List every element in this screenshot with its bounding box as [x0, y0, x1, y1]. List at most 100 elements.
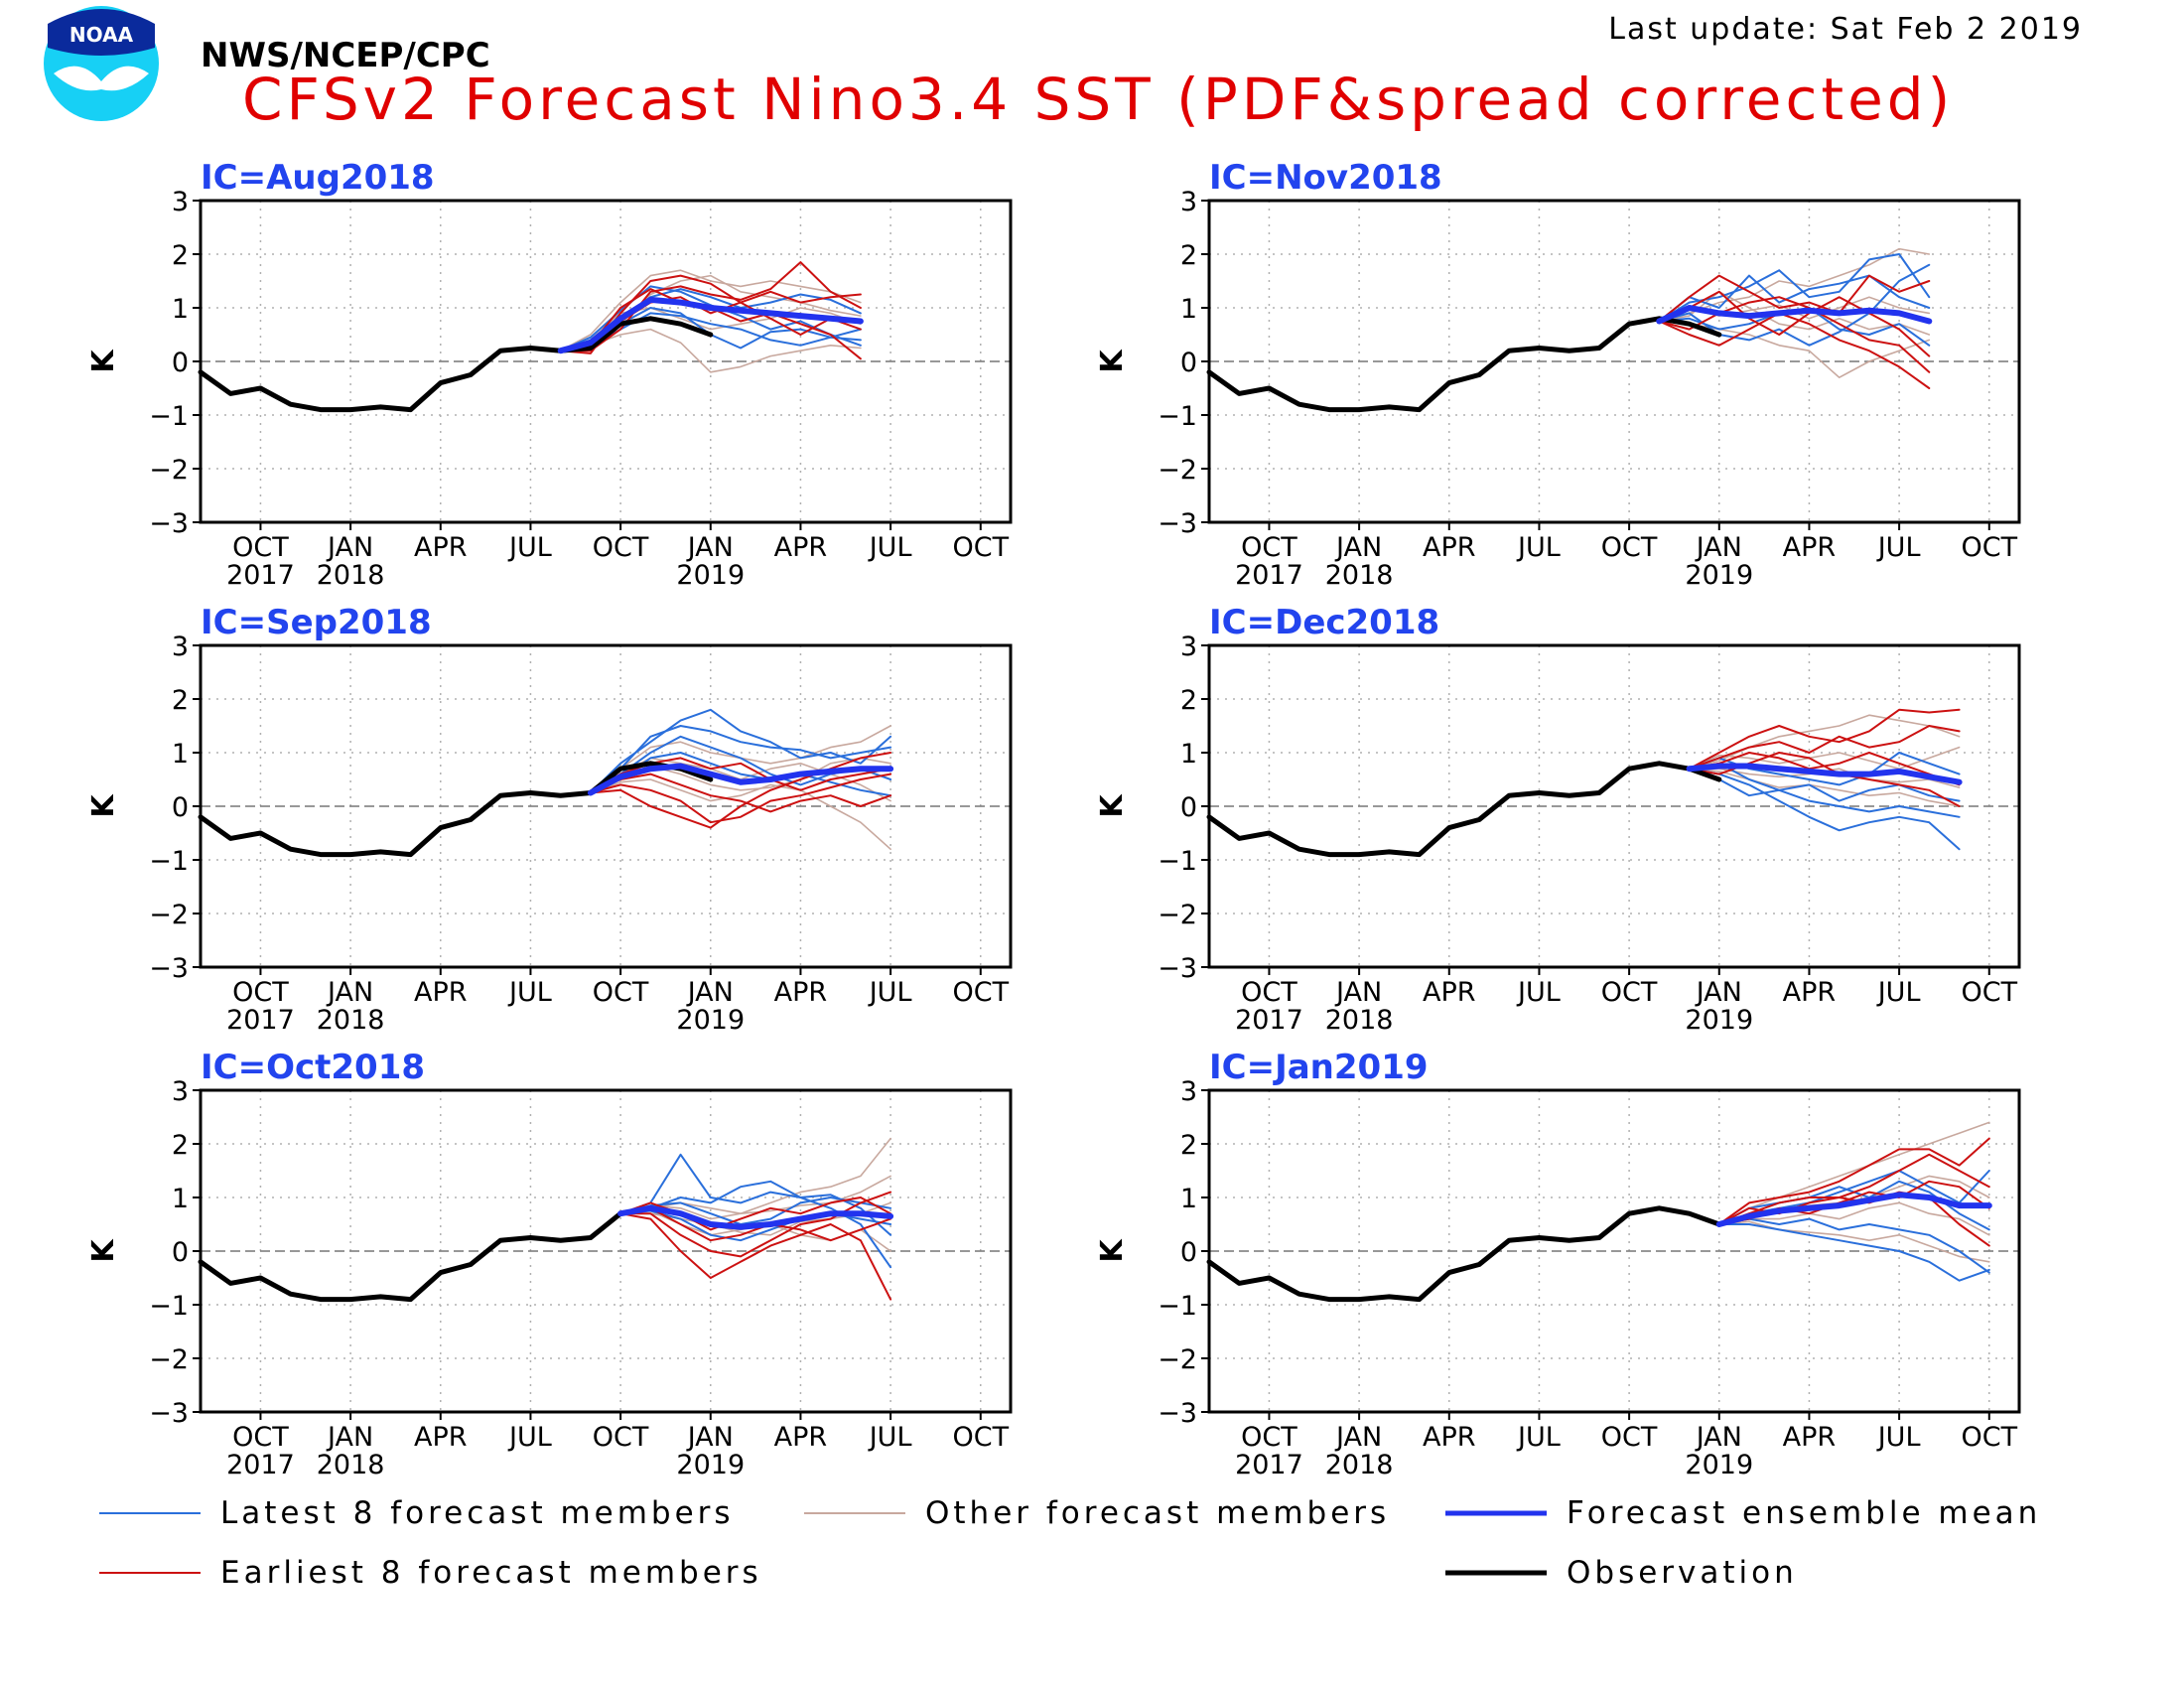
series-latest-member — [1688, 768, 1961, 851]
y-tick-label: 3 — [172, 632, 189, 662]
x-tick-label: JAN — [326, 532, 373, 563]
x-tick-label: JAN — [686, 1422, 734, 1453]
series-latest-member — [1717, 1223, 1990, 1282]
x-tick-year-label: 2017 — [1235, 1005, 1303, 1036]
plot-frame — [1207, 199, 2021, 524]
plot-frame — [1207, 1088, 2021, 1414]
y-tick-label: −2 — [1158, 900, 1197, 930]
series-ensemble-mean — [1656, 305, 1933, 325]
x-tick-label: OCT — [593, 977, 649, 1008]
x-tick-label: OCT — [593, 1422, 649, 1453]
x-tick-label: OCT — [593, 532, 649, 563]
x-tick-label: APR — [1783, 1422, 1837, 1453]
last-update: Last update: Sat Feb 2 2019 — [1608, 12, 2083, 47]
series-other-member — [559, 307, 862, 352]
series-earliest-member — [1658, 274, 1931, 323]
series-other-member — [619, 1137, 891, 1214]
x-tick-label: APR — [1783, 977, 1837, 1008]
y-axis-label: K — [1095, 349, 1130, 373]
y-tick-label: −1 — [1158, 1291, 1197, 1322]
y-axis-label: K — [86, 793, 121, 818]
series-other-member — [559, 328, 862, 373]
y-tick-label: −2 — [149, 1344, 189, 1375]
series-other-member — [1688, 714, 1961, 771]
y-tick-label: 3 — [172, 187, 189, 217]
panel-title: IC=Jan2019 — [1209, 1048, 1429, 1087]
series-earliest-member — [589, 752, 892, 829]
series-observation — [1206, 761, 1722, 858]
x-tick-label: JAN — [1695, 532, 1742, 563]
series-other-member — [590, 778, 891, 851]
x-tick-label: OCT — [1601, 532, 1658, 563]
x-tick-label: JUL — [868, 532, 912, 563]
x-tick-label: APR — [1783, 532, 1837, 563]
x-tick-label: OCT — [952, 977, 1009, 1008]
plot-frame — [199, 643, 1013, 969]
x-tick-label: JAN — [326, 977, 373, 1008]
x-tick-year-label: 2019 — [1685, 1005, 1753, 1036]
y-tick-label: 1 — [172, 1184, 189, 1214]
y-tick-label: 0 — [1180, 1237, 1197, 1268]
y-tick-label: −3 — [1158, 1398, 1197, 1429]
series-latest-member — [619, 1153, 892, 1236]
x-tick-label: OCT — [1601, 1422, 1658, 1453]
x-tick-label: APR — [774, 977, 828, 1008]
y-tick-label: 1 — [1180, 739, 1197, 770]
series-ensemble-mean — [587, 763, 894, 796]
y-tick-label: −1 — [149, 401, 189, 432]
x-tick-label: OCT — [232, 1422, 289, 1453]
legend-label-observation: Observation — [1567, 1555, 1798, 1591]
x-tick-label: JUL — [868, 1422, 912, 1453]
series-ensemble-mean — [1686, 763, 1963, 785]
y-tick-label: 2 — [172, 240, 189, 271]
series-earliest-member — [559, 261, 862, 352]
y-tick-label: 1 — [172, 294, 189, 325]
y-tick-label: 3 — [172, 1076, 189, 1107]
series-other-member — [1718, 1201, 1990, 1236]
y-tick-label: −1 — [1158, 846, 1197, 877]
x-tick-label: JUL — [507, 1422, 552, 1453]
series-observation — [198, 316, 714, 413]
x-tick-year-label: 2017 — [1235, 1450, 1303, 1480]
y-tick-label: 2 — [172, 1130, 189, 1161]
series-latest-member — [589, 725, 892, 794]
y-tick-label: 0 — [172, 348, 189, 378]
y-tick-label: −1 — [149, 1291, 189, 1322]
x-tick-year-label: 2018 — [1325, 1005, 1394, 1036]
x-tick-label: OCT — [1961, 1422, 2017, 1453]
x-tick-label: OCT — [1241, 532, 1297, 563]
x-tick-label: OCT — [1961, 532, 2017, 563]
x-tick-year-label: 2019 — [676, 1450, 745, 1480]
legend-item-latest: Latest 8 forecast members — [99, 1495, 735, 1531]
x-tick-label: OCT — [1601, 977, 1658, 1008]
series-earliest-member — [1688, 708, 1961, 771]
x-tick-label: APR — [1423, 1422, 1476, 1453]
x-tick-label: OCT — [952, 1422, 1009, 1453]
legend-label-other: Other forecast members — [925, 1495, 1391, 1531]
series-other-member — [1718, 1121, 1990, 1225]
x-tick-label: OCT — [1961, 977, 2017, 1008]
x-tick-year-label: 2017 — [226, 1450, 295, 1480]
y-tick-label: 3 — [1180, 632, 1197, 662]
series-earliest-member — [1717, 1153, 1990, 1225]
legend-swatch-mean — [1445, 1510, 1547, 1516]
x-tick-label: APR — [1423, 532, 1476, 563]
x-tick-label: OCT — [1241, 977, 1297, 1008]
x-tick-label: JUL — [1876, 1422, 1921, 1453]
x-tick-label: OCT — [1241, 1422, 1297, 1453]
legend-label-mean: Forecast ensemble mean — [1567, 1495, 2042, 1531]
y-tick-label: −3 — [1158, 953, 1197, 984]
series-latest-member — [1688, 768, 1961, 802]
x-tick-label: OCT — [232, 532, 289, 563]
y-tick-label: 1 — [1180, 294, 1197, 325]
x-tick-label: APR — [1423, 977, 1476, 1008]
x-tick-label: JAN — [686, 977, 734, 1008]
series-other-member — [1718, 1220, 1990, 1263]
x-tick-label: JAN — [1334, 1422, 1382, 1453]
legend: Latest 8 forecast members Other forecast… — [0, 1479, 2184, 1618]
x-tick-label: APR — [774, 1422, 828, 1453]
